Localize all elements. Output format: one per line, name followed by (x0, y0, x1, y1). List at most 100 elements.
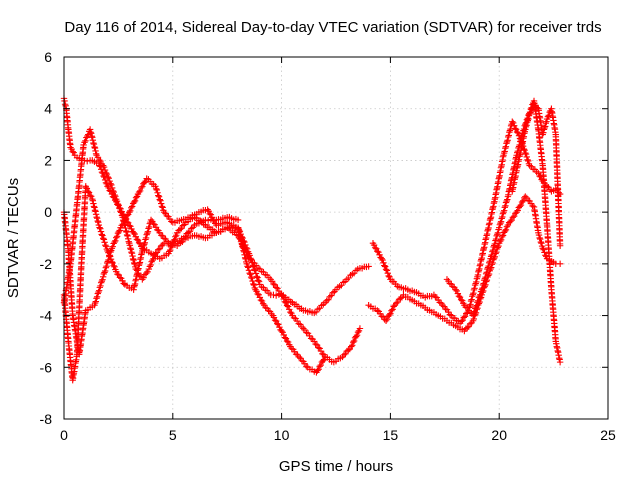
data-point-sample (182, 233, 189, 240)
x-tick-label: 5 (169, 427, 177, 443)
data-point-sample (536, 234, 543, 242)
data-point-sample (497, 218, 505, 225)
data-point-sample (143, 269, 150, 277)
data-point-sample (500, 149, 508, 157)
data-point-sample (501, 227, 509, 235)
data-point-sample (354, 328, 362, 336)
data-point-sample (150, 255, 157, 262)
data-point-sample (106, 253, 114, 260)
data-point-sample (492, 237, 499, 244)
data-point-sample (135, 188, 143, 196)
data-point-sample (524, 156, 531, 164)
data-point-sample (502, 199, 510, 206)
data-point-sample (498, 233, 506, 240)
data-point-sample (397, 295, 404, 302)
data-point-sample (442, 305, 449, 313)
data-point-sample (499, 213, 506, 221)
data-point-sample (237, 238, 245, 245)
data-point-sample (93, 295, 100, 302)
data-point-sample (295, 320, 302, 327)
data-point-sample (140, 242, 147, 249)
data-point-sample (108, 258, 116, 266)
data-point (478, 286, 485, 293)
data-point-sample (298, 357, 306, 364)
data-point-sample (489, 248, 496, 255)
data-point-sample (142, 236, 149, 243)
data-point-sample (108, 181, 115, 189)
data-point-sample (504, 196, 511, 203)
data-point-sample (516, 203, 524, 210)
data-point-sample (150, 220, 157, 228)
data-point-sample (101, 166, 109, 174)
data-point-sample (186, 228, 194, 235)
data-point-sample (163, 239, 171, 247)
data-point-sample (98, 231, 105, 238)
data-point (522, 193, 529, 200)
data-point (99, 162, 107, 169)
data-point-sample (132, 194, 140, 201)
data-point-sample (507, 218, 514, 225)
data-point-sample (110, 262, 117, 269)
data-point (300, 325, 307, 332)
data-point-sample (529, 202, 536, 210)
data-point-sample (470, 289, 477, 297)
data-point-sample (329, 289, 337, 296)
data-point-sample (112, 237, 119, 244)
y-tick-label: -8 (40, 411, 53, 427)
data-point-sample (500, 208, 507, 216)
data-point-sample (350, 337, 358, 345)
data-point-sample (270, 280, 277, 288)
data-point (147, 216, 155, 224)
data-point-sample (522, 150, 530, 158)
chart-title: Day 116 of 2014, Sidereal Day-to-day VTE… (64, 19, 601, 36)
data-point-sample (280, 295, 287, 303)
data-point-sample (491, 240, 499, 248)
data-point-sample (242, 249, 250, 256)
data-point-sample (135, 239, 143, 247)
x-tick-label: 15 (383, 427, 399, 443)
data-point-sample (262, 304, 269, 311)
data-point-sample (541, 124, 548, 132)
data-point-sample (240, 245, 248, 252)
data-point-sample (378, 313, 385, 320)
data-point-sample (484, 265, 491, 273)
data-point-sample (474, 297, 482, 305)
data-point-sample (130, 198, 138, 206)
data-point-sample (166, 246, 174, 254)
data-point-sample (238, 241, 246, 248)
data-point-sample (481, 276, 488, 284)
data-point-sample (156, 245, 163, 252)
data-point-sample (255, 278, 263, 285)
data-point-sample (345, 346, 352, 354)
data-point-sample (243, 251, 251, 259)
data-point-sample (86, 192, 94, 199)
data-point-sample (235, 234, 243, 242)
data-point-sample (494, 229, 502, 236)
data-point-sample (105, 249, 112, 256)
data-point (152, 250, 159, 257)
data-point-sample (96, 156, 103, 164)
data-point-sample (144, 228, 152, 235)
data-point-sample (352, 333, 360, 340)
data-point-sample (471, 281, 479, 289)
data-point-sample (101, 267, 109, 275)
data-point (278, 291, 285, 299)
data-point-sample (83, 185, 91, 192)
data-point-sample (542, 123, 549, 130)
data-point-sample (102, 169, 110, 177)
data-point-sample (381, 263, 389, 270)
data-point (278, 327, 285, 335)
data-point-sample (107, 256, 115, 263)
data-point-sample (499, 210, 507, 217)
y-tick-label: -2 (40, 256, 53, 272)
data-point-sample (490, 256, 497, 263)
data-point-sample (248, 275, 256, 282)
data-point-sample (274, 320, 281, 327)
data-point-sample (249, 277, 256, 285)
data-point-sample (292, 350, 300, 358)
data-point-sample (103, 262, 110, 270)
data-point-sample (136, 187, 144, 195)
data-point-sample (102, 243, 110, 250)
data-point-sample (166, 248, 173, 255)
data-point-sample (314, 367, 321, 374)
